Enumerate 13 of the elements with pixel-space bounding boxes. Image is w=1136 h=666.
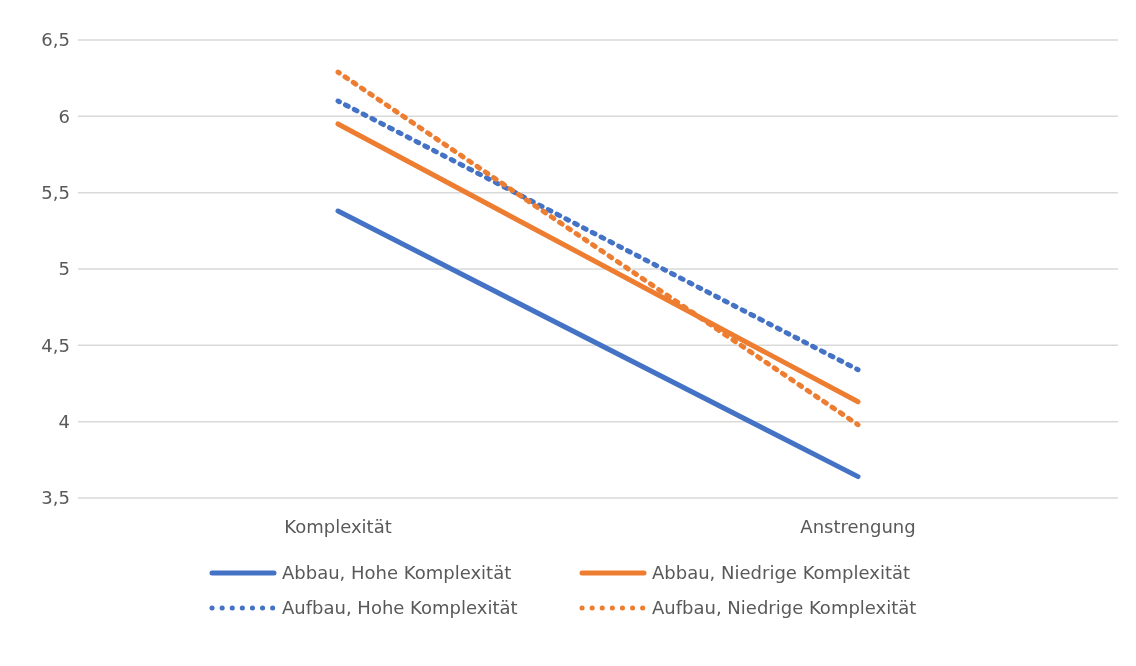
legend-label: Aufbau, Hohe Komplexität xyxy=(282,597,518,618)
x-tick-label: Komplexität xyxy=(284,515,392,537)
y-tick-label: 3,5 xyxy=(41,487,70,509)
y-tick-label: 5 xyxy=(58,258,70,280)
legend-label: Aufbau, Niedrige Komplexität xyxy=(652,597,917,618)
x-tick-label: Anstrengung xyxy=(800,515,916,537)
y-tick-label: 4 xyxy=(58,411,70,433)
y-tick-label: 6,5 xyxy=(41,29,70,51)
legend-label: Abbau, Niedrige Komplexität xyxy=(652,562,911,583)
y-tick-label: 6 xyxy=(58,105,70,127)
y-tick-label: 4,5 xyxy=(41,334,70,356)
legend-label: Abbau, Hohe Komplexität xyxy=(282,562,512,583)
y-tick-label: 5,5 xyxy=(41,182,70,204)
